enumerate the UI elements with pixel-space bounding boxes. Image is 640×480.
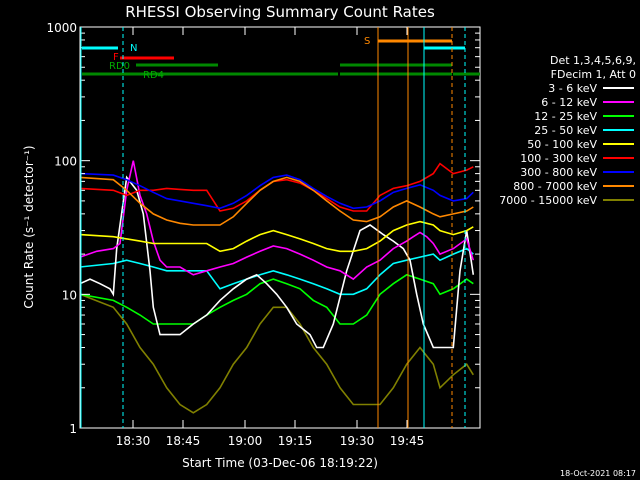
series-line-12-25keV <box>79 273 474 325</box>
rd0-label: RD0 <box>109 61 130 72</box>
series-line-7000-15000keV <box>79 293 474 414</box>
x-tick-label: 18:45 <box>166 434 201 448</box>
legend-entry-label: 300 - 800 keV <box>520 166 597 179</box>
plot-frame <box>79 26 481 429</box>
legend-header: FDecim 1, Att 0 <box>551 68 636 81</box>
legend-entry-label: 800 - 7000 keV <box>513 180 597 193</box>
saa-label: S <box>364 36 370 47</box>
x-tick-label: 18:30 <box>116 434 151 448</box>
series-line-3-6keV <box>79 175 475 349</box>
series-line-25-50keV <box>79 247 474 296</box>
y-tick-label: 10 <box>62 288 77 302</box>
series-line-300-800keV <box>79 172 474 210</box>
legend-entry-label: 50 - 100 keV <box>527 138 597 151</box>
legend-entry-label: 3 - 6 keV <box>548 82 597 95</box>
series-line-800-7000keV <box>79 176 474 226</box>
x-axis: 18:30 18:45 19:00 19:15 19:30 19:45 <box>116 27 425 448</box>
plot-area <box>79 160 475 414</box>
legend-entry-label: 7000 - 15000 keV <box>499 194 597 207</box>
render-timestamp: 18-Oct-2021 08:17 <box>560 469 636 478</box>
series-line-100-300keV <box>79 162 474 212</box>
legend-entry-label: 6 - 12 keV <box>541 96 597 109</box>
status-bars: NF S RD0 RD4 <box>80 27 480 428</box>
y-tick-label: 1000 <box>46 21 77 35</box>
flare-label: F <box>113 52 119 63</box>
legend-entry-label: 25 - 50 keV <box>534 124 597 137</box>
legend-header: Det 1,3,4,5,6,9, <box>550 54 636 67</box>
y-tick-label: 1 <box>69 422 77 436</box>
legend: Det 1,3,4,5,6,9,FDecim 1, Att 03 - 6 keV… <box>499 54 636 207</box>
y-tick-label: 100 <box>54 155 77 169</box>
rd4-label: RD4 <box>143 70 164 81</box>
legend-entry-label: 12 - 25 keV <box>534 110 597 123</box>
night-label: N <box>130 43 137 54</box>
x-tick-label: 19:45 <box>390 434 425 448</box>
y-axis-label: Count Rate (s⁻¹ detector⁻¹) <box>22 145 36 308</box>
y-axis: 1000 100 10 1 <box>46 21 480 436</box>
x-tick-label: 19:00 <box>228 434 263 448</box>
x-tick-label: 19:30 <box>340 434 375 448</box>
x-tick-label: 19:15 <box>278 434 313 448</box>
chart-title: RHESSI Observing Summary Count Rates <box>125 3 435 21</box>
series-line-50-100keV <box>79 220 474 253</box>
legend-entry-label: 100 - 300 keV <box>520 152 597 165</box>
series-line-6-12keV <box>79 160 475 281</box>
x-axis-label: Start Time (03-Dec-06 18:19:22) <box>182 456 378 470</box>
